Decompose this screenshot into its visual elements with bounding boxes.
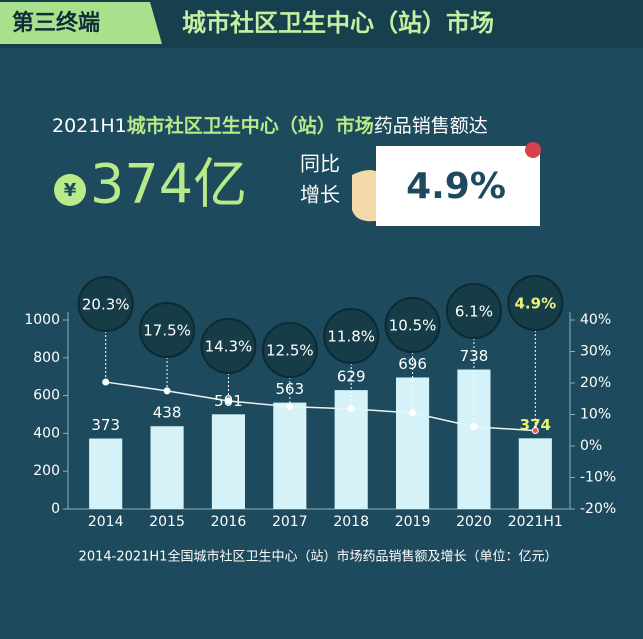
bar [457, 369, 491, 509]
headline-suffix: 药品销售额达 [374, 115, 488, 137]
growth-line [105, 381, 536, 432]
y-tick-label: 400 [33, 425, 60, 441]
y2-tick-label: 40% [580, 312, 611, 328]
growth: 4.9% [406, 166, 506, 207]
growth-point [286, 403, 294, 411]
bubble [384, 297, 441, 353]
y-tick-label: 600 [33, 388, 60, 404]
y-tick-label: 0 [51, 501, 60, 517]
y2-tick-label: 10% [580, 407, 611, 423]
bar [211, 414, 246, 509]
bar [518, 438, 552, 509]
bubble [507, 275, 564, 331]
growth-point [470, 423, 478, 431]
value-label: 14.3% [205, 338, 253, 356]
bubble [261, 322, 318, 378]
bar-label: 738 [460, 347, 489, 365]
growth-point [347, 405, 355, 413]
x-tick-label: 2020 [456, 514, 492, 530]
x-tick-label: 2016 [211, 514, 247, 530]
headline-highlight: 城市社区卫生中心（站）市场 [127, 114, 374, 137]
currency-badge [54, 174, 86, 206]
bar [150, 426, 184, 509]
bubble [77, 276, 134, 332]
banner-title: 城市社区卫生中心（站）市场 [182, 9, 494, 37]
bar [89, 438, 123, 509]
currency: ¥ [64, 180, 77, 201]
bar [395, 377, 430, 509]
headline-prefix: 2021H1 [52, 115, 127, 137]
bar-label: 438 [153, 404, 182, 422]
y2-tick-label: -10% [580, 470, 616, 486]
x-tick-label: 2019 [395, 514, 431, 530]
growth-label-1: 同比 [300, 152, 340, 176]
x-tick-label: 2021H1 [508, 514, 563, 530]
x-tick-label: 2018 [333, 514, 369, 530]
growth-point [163, 387, 171, 395]
value-label: 4.9% [515, 295, 557, 313]
growth-point [531, 427, 539, 435]
growth-card [376, 146, 540, 226]
rosette [525, 142, 541, 158]
growth-point [224, 397, 232, 405]
bubble [200, 318, 257, 374]
bubble [323, 308, 380, 364]
caption: 2014-2021H1全国城市社区卫生中心（站）市场药品销售额及增长（单位：亿元… [79, 549, 558, 565]
value-label: 6.1% [455, 303, 493, 321]
value-label: 11.8% [327, 328, 375, 346]
bubble [139, 302, 196, 358]
amount: 374亿 [90, 153, 247, 216]
banner-tag-bg [0, 2, 162, 44]
y-tick-label: 200 [33, 463, 60, 479]
x-tick-label: 2015 [149, 514, 185, 530]
y-tick-label: 1000 [24, 312, 60, 328]
x-tick-label: 2014 [88, 514, 124, 530]
y2-tick-label: 30% [580, 344, 611, 360]
value-label: 12.5% [266, 342, 314, 360]
bar-label: 373 [91, 416, 120, 434]
value-label: 17.5% [143, 322, 191, 340]
hand [352, 170, 382, 222]
value-label: 10.5% [389, 317, 437, 335]
banner-tag: 第三终端 [12, 10, 100, 36]
bar-label: 374 [520, 416, 551, 434]
y-tick-label: 800 [33, 350, 60, 366]
bar-label: 696 [398, 355, 427, 373]
growth-point [409, 409, 417, 417]
y2-tick-label: 0% [580, 438, 602, 454]
bar [273, 402, 307, 509]
growth-point [102, 378, 110, 386]
bubble [445, 283, 502, 339]
value-label: 20.3% [82, 296, 130, 314]
headline: 2021H1城市社区卫生中心（站）市场药品销售额达 [52, 114, 488, 137]
y2-tick-label: -20% [580, 501, 616, 517]
y2-tick-label: 20% [580, 375, 611, 391]
growth-label-2: 增长 [300, 183, 340, 207]
x-tick-label: 2017 [272, 514, 308, 530]
